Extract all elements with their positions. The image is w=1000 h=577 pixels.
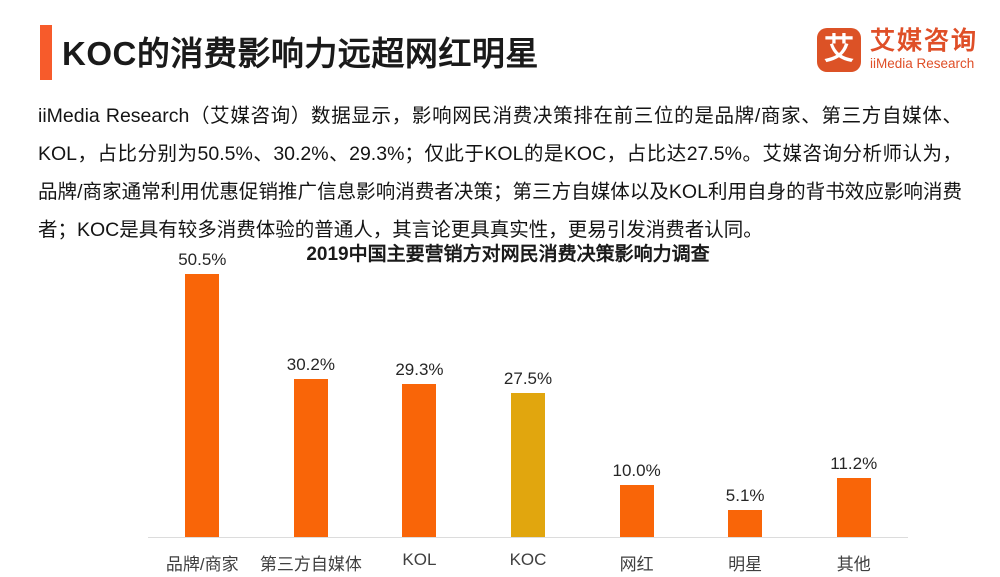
chart-categories: 品牌/商家 第三方自媒体 KOL KOC 网红 明星 其他 bbox=[148, 538, 908, 575]
chart-bar bbox=[293, 379, 328, 537]
iimedia-logo-icon: 艾 bbox=[816, 28, 861, 72]
title-accent-bar bbox=[40, 25, 52, 80]
chart-bar-group: 30.2% bbox=[257, 250, 366, 537]
bar-value-label: 5.1% bbox=[725, 486, 765, 505]
bar-chart: 2019中国主要营销方对网民消费决策影响力调查 50.5% 30.2% 29.3% 2… bbox=[148, 244, 908, 575]
brand-name-cn: 艾媒咨询 bbox=[869, 27, 978, 56]
brand-logo-text: 艾媒咨询 iiMedia Research bbox=[870, 28, 978, 72]
category-label: 品牌/商家 bbox=[165, 555, 239, 574]
category-label: 其他 bbox=[836, 555, 871, 574]
category-label: 明星 bbox=[728, 555, 763, 574]
chart-bar-group: 50.5% bbox=[148, 250, 257, 537]
chart-bar-group: 10.0% bbox=[582, 250, 691, 537]
page-title: KOC的消费影响力远超网红明星 bbox=[62, 35, 539, 72]
category-label: KOL bbox=[402, 550, 437, 569]
chart-bar bbox=[185, 274, 220, 537]
chart-bar bbox=[511, 393, 546, 537]
chart-bar bbox=[402, 384, 437, 537]
bar-value-label: 50.5% bbox=[178, 250, 227, 269]
category-label: 第三方自媒体 bbox=[259, 555, 362, 574]
category-label: 网红 bbox=[619, 555, 654, 574]
brand-name-en: iiMedia Research bbox=[869, 55, 975, 71]
bar-value-label: 29.3% bbox=[395, 360, 444, 379]
chart-plot: 50.5% 30.2% 29.3% 27.5% 10.0% 5.1% 11.2% bbox=[148, 250, 908, 538]
category-label: KOC bbox=[509, 550, 547, 569]
analysis-paragraph: iiMedia Research（艾媒咨询）数据显示，影响网民消费决策排在前三位… bbox=[38, 105, 962, 241]
bar-value-label: 30.2% bbox=[286, 355, 335, 374]
chart-title: 2019中国主要营销方对网民消费决策影响力调查 bbox=[306, 244, 710, 265]
bar-value-label: 27.5% bbox=[503, 369, 553, 388]
chart-bar bbox=[728, 510, 763, 537]
chart-bar-group: 5.1% bbox=[691, 250, 800, 537]
chart-bar-group: 27.5% bbox=[474, 250, 583, 537]
chart-bar-group: 11.2% bbox=[799, 250, 908, 537]
chart-bar-group: 29.3% bbox=[365, 250, 474, 537]
chart-bar bbox=[619, 485, 654, 537]
bar-value-label: 11.2% bbox=[830, 454, 878, 473]
chart-bar bbox=[836, 478, 871, 537]
bar-value-label: 10.0% bbox=[612, 461, 661, 480]
brand-logo: 艾 艾媒咨询 iiMedia Research bbox=[816, 28, 978, 72]
